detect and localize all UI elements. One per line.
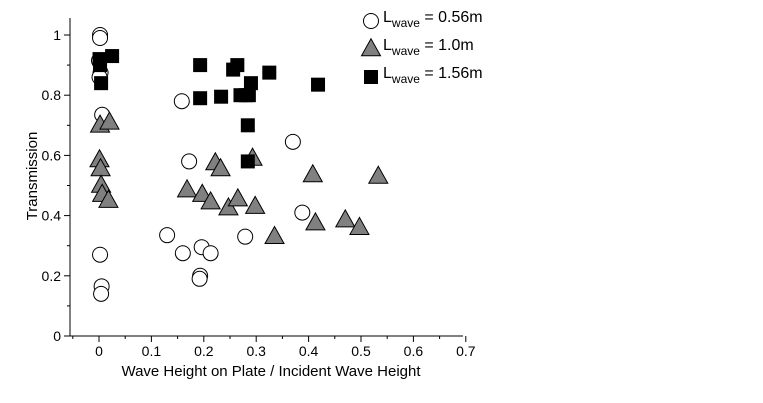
y-axis-title: Transmission — [24, 132, 41, 221]
y-tick-label: 0 — [53, 328, 61, 344]
data-point-square — [311, 77, 326, 92]
data-point-triangle — [349, 216, 370, 235]
data-point-square — [214, 89, 229, 104]
data-point-triangle — [302, 163, 324, 183]
x-tick-label: 0.4 — [299, 343, 319, 359]
data-point-circle — [294, 204, 311, 221]
data-point-circle — [237, 228, 254, 245]
data-point-circle — [284, 133, 301, 150]
plot-frame — [69, 18, 463, 337]
y-tick-label: 0.4 — [42, 208, 62, 224]
data-point-triangle — [200, 190, 221, 210]
data-point-square — [93, 58, 108, 73]
data-point-triangle — [176, 178, 198, 198]
legend-item: Lwave = 1.0m — [360, 37, 474, 58]
y-tick-label: 0.8 — [42, 87, 62, 103]
data-point-square — [240, 154, 255, 169]
data-point-circle — [159, 227, 176, 244]
y-tick-label: 0.2 — [42, 268, 62, 284]
data-point-circle — [174, 245, 191, 262]
y-tick-label: 1 — [53, 27, 61, 43]
data-point-triangle — [99, 111, 120, 130]
x-tick-label: 0.1 — [142, 343, 162, 359]
data-point-square — [243, 76, 258, 91]
data-point-triangle — [210, 157, 231, 177]
data-point-square — [240, 118, 255, 133]
x-tick-label: 0 — [95, 343, 103, 359]
legend: Lwave = 0.56m Lwave = 1.0m Lwave = 1.56m — [360, 9, 483, 86]
data-point-triangle — [334, 208, 356, 228]
legend-label: Lwave = 0.56m — [383, 9, 483, 30]
x-tick-label: 0.6 — [404, 343, 424, 359]
x-tick-label: 0.5 — [351, 343, 371, 359]
data-point-circle — [173, 93, 190, 110]
y-tick-label: 0.6 — [42, 147, 62, 163]
data-point-circle — [202, 245, 219, 262]
x-axis: 0 0.1 0.2 0.3 0.4 0.5 0.6 0.7 — [72, 336, 476, 359]
data-point-circle — [92, 246, 109, 263]
data-point-square — [241, 88, 256, 103]
series-triangle — [89, 111, 389, 244]
data-point-triangle — [244, 195, 266, 214]
data-point-triangle — [227, 187, 249, 207]
data-point-triangle — [218, 196, 239, 216]
data-point-square — [94, 76, 109, 91]
data-point-square — [105, 49, 120, 64]
y-axis: 0 0.2 0.4 0.6 0.8 1 — [42, 27, 70, 344]
data-point-circle — [92, 30, 109, 47]
legend-marker-triangle — [360, 37, 382, 57]
legend-label: Lwave = 1.56m — [383, 65, 483, 86]
legend-marker-circle — [363, 13, 379, 29]
data-point-square — [193, 91, 208, 106]
x-tick-label: 0.3 — [246, 343, 266, 359]
data-point-circle — [191, 270, 208, 287]
data-point-triangle — [367, 165, 389, 184]
legend-item: Lwave = 0.56m — [363, 9, 483, 30]
x-tick-label: 0.2 — [194, 343, 214, 359]
data-point-circle — [93, 285, 110, 302]
data-point-triangle — [305, 211, 326, 231]
legend-marker-square — [364, 70, 378, 84]
data-point-square — [230, 58, 245, 73]
x-tick-label: 0.7 — [456, 343, 476, 359]
data-point-circle — [181, 153, 198, 170]
data-points — [89, 27, 389, 302]
series-square — [92, 49, 326, 169]
legend-item: Lwave = 1.56m — [364, 65, 483, 86]
x-axis-title: Wave Height on Plate / Incident Wave Hei… — [121, 363, 421, 380]
data-point-triangle — [191, 183, 213, 202]
data-point-triangle — [264, 225, 285, 244]
legend-label: Lwave = 1.0m — [383, 37, 474, 58]
data-point-square — [262, 65, 277, 80]
data-point-triangle — [98, 189, 119, 208]
data-point-square — [193, 58, 208, 73]
